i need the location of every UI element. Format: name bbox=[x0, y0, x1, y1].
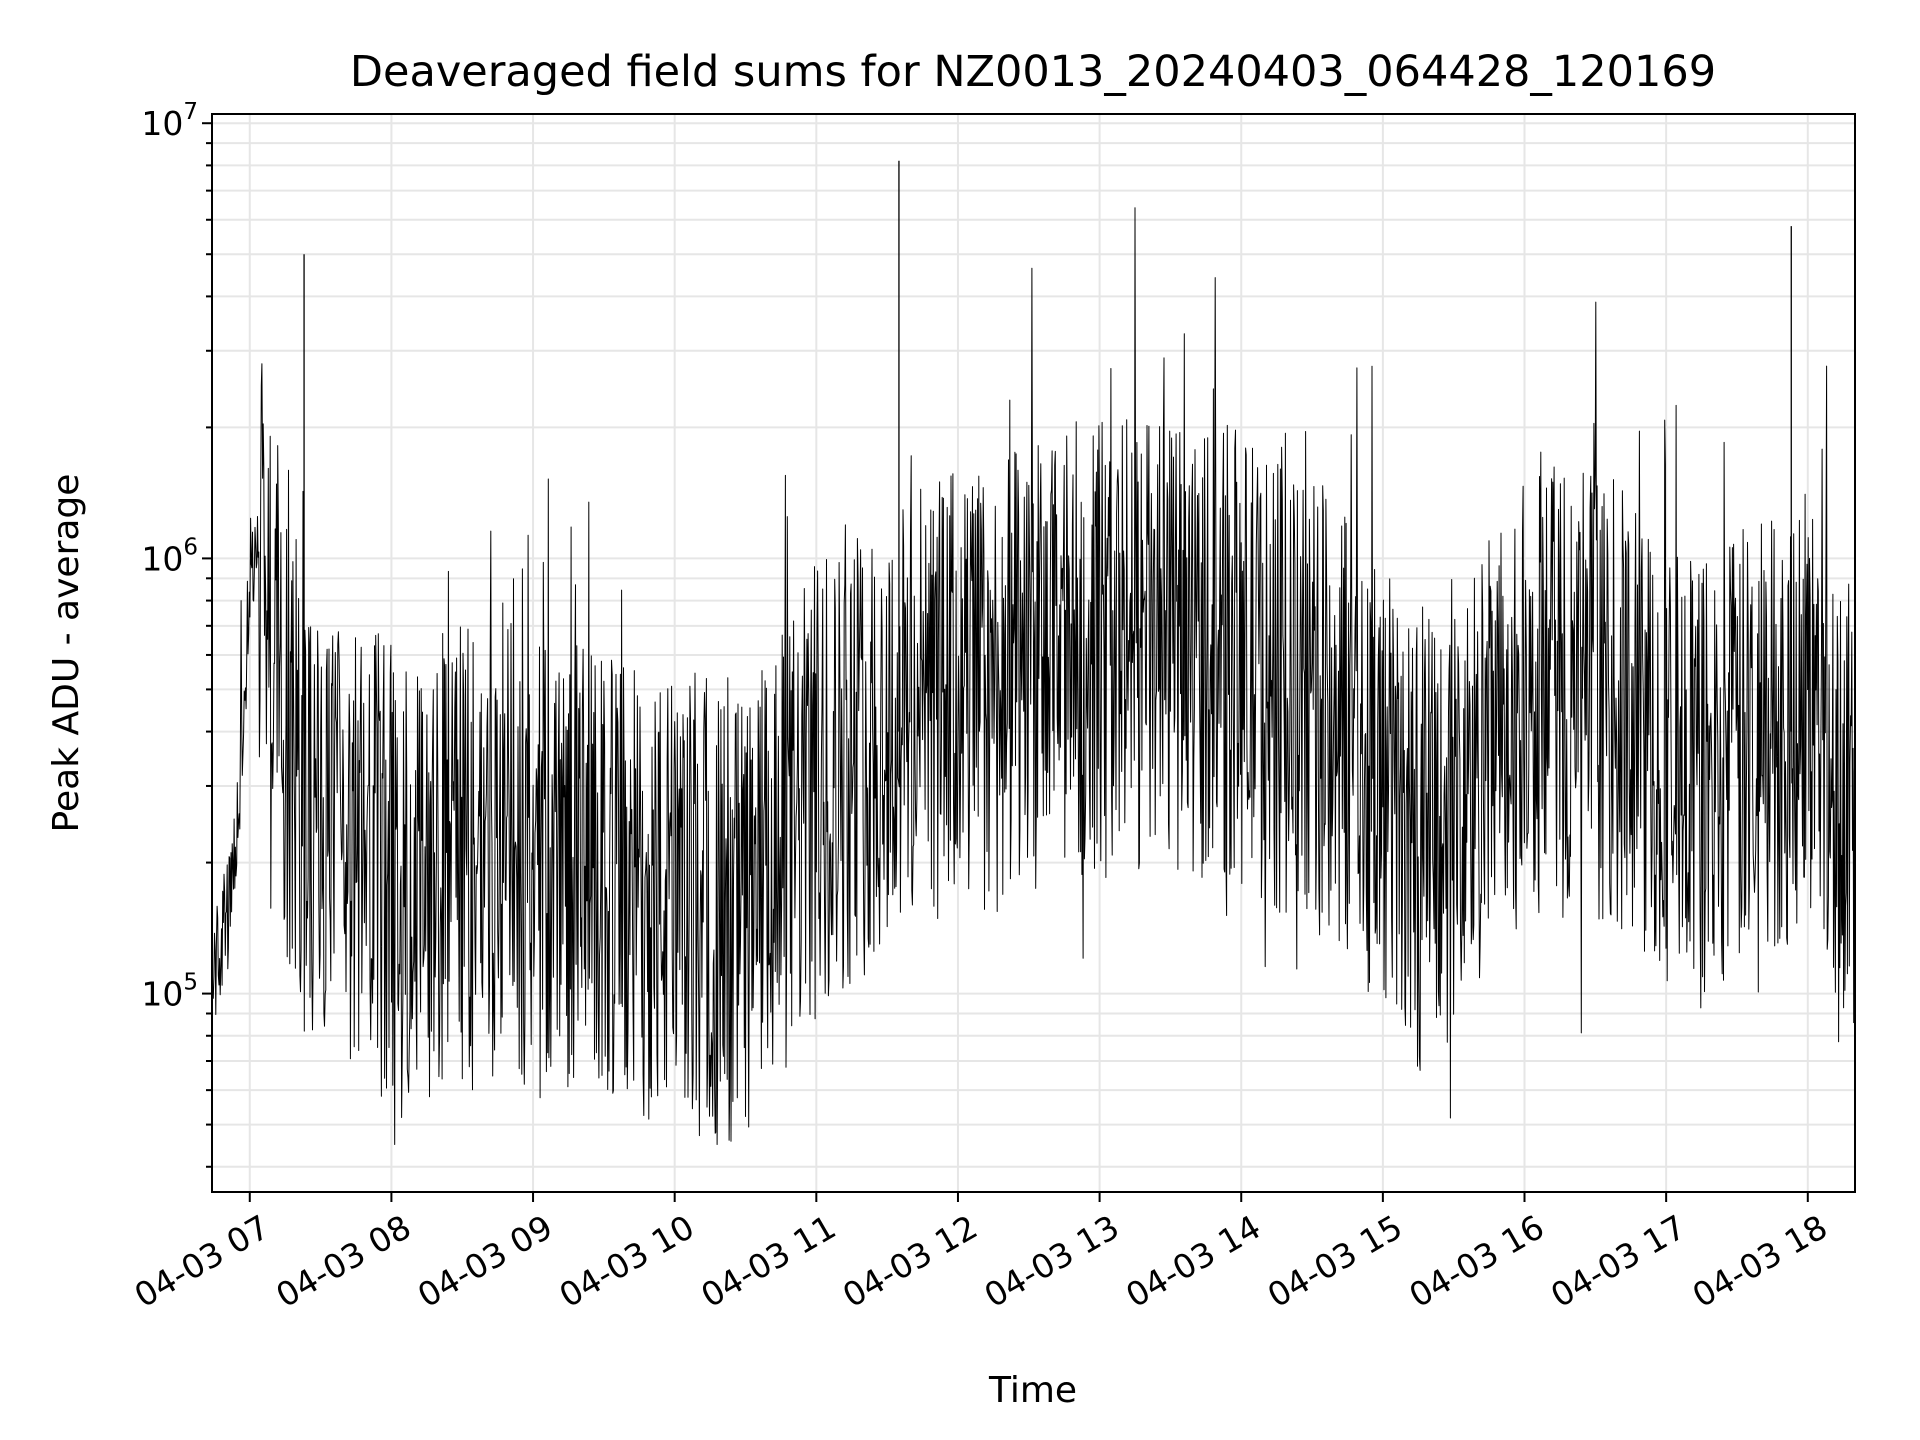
y-tick-label: 106 bbox=[141, 534, 198, 578]
plot-frame bbox=[211, 113, 1856, 1193]
y-tick-label: 107 bbox=[141, 99, 198, 143]
y-tick-label: 105 bbox=[141, 970, 198, 1014]
y-axis: 105 106 107 bbox=[141, 99, 212, 1168]
series-path bbox=[211, 207, 1856, 1145]
series-line bbox=[211, 160, 1856, 1145]
y-axis-label: Peak ADU - average bbox=[46, 474, 87, 833]
x-axis-label: Time bbox=[988, 1370, 1077, 1411]
chart-title: Deaveraged field sums for NZ0013_2024040… bbox=[350, 47, 1716, 97]
